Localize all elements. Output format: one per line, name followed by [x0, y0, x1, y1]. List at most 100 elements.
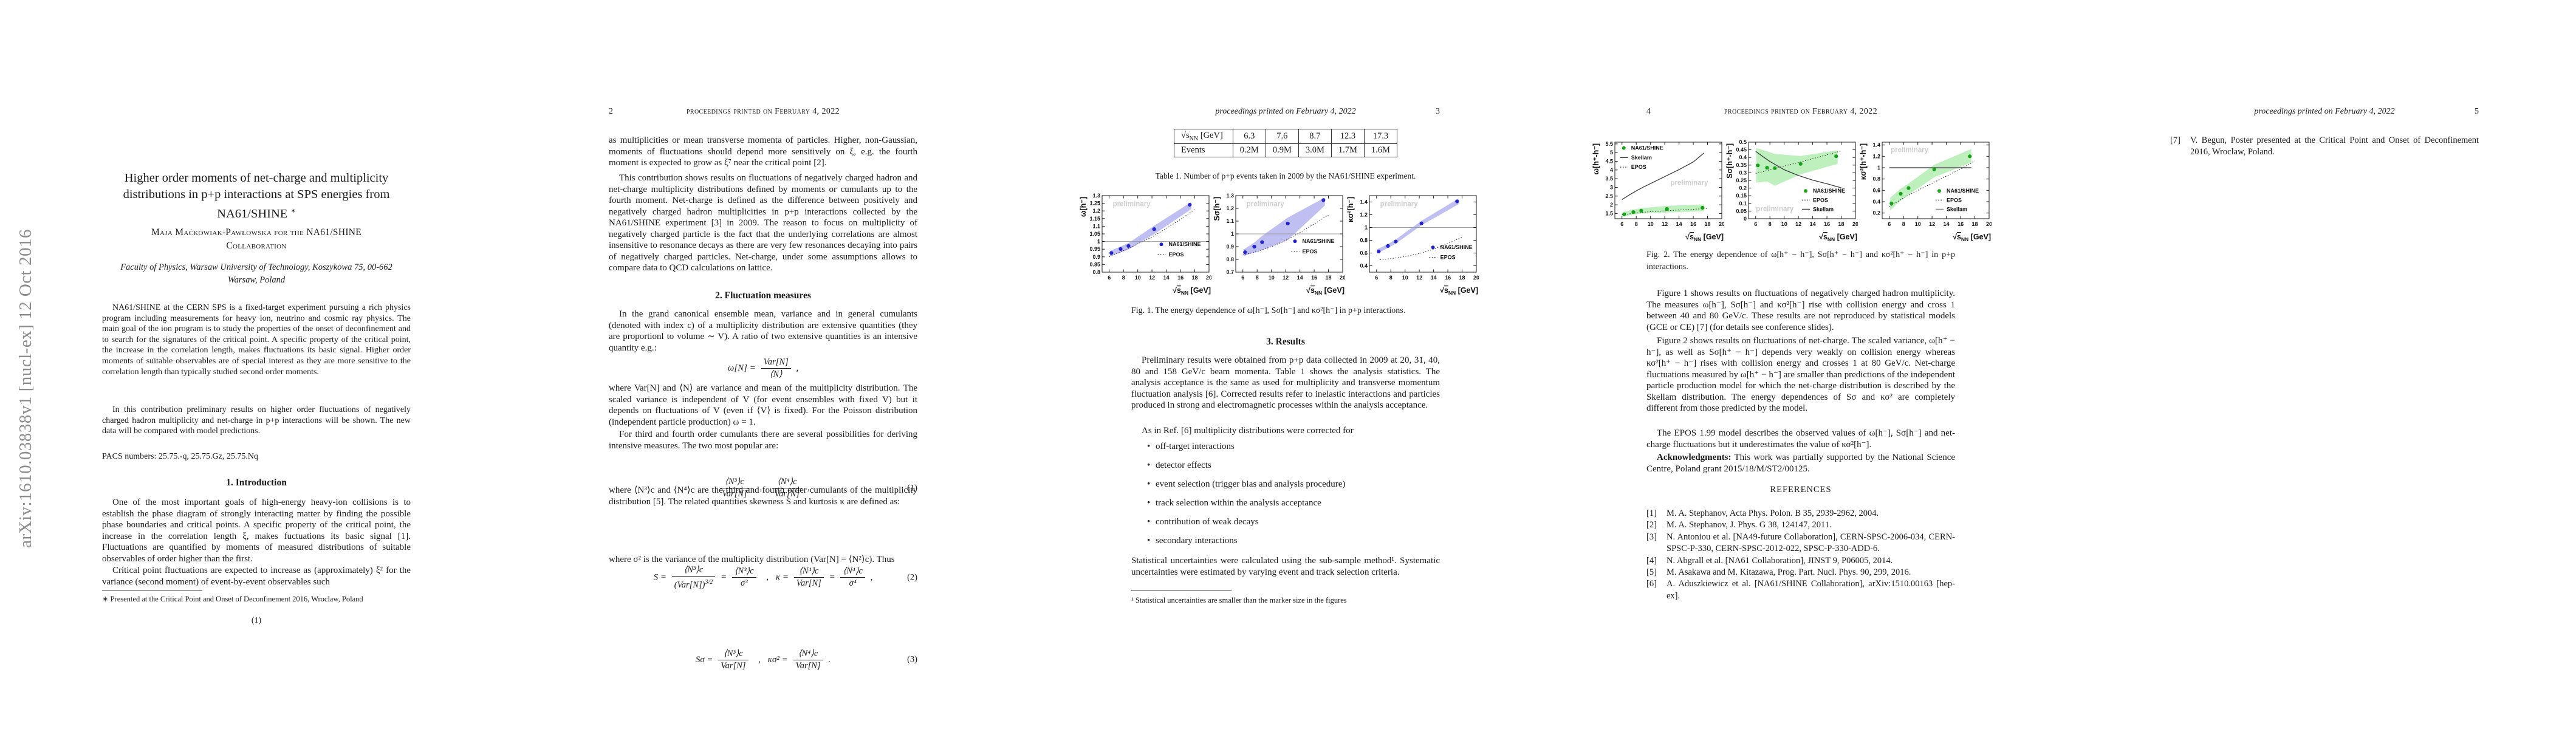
svg-text:6: 6 [1888, 221, 1891, 227]
p2-para-1: as multiplicities or mean transverse mom… [609, 135, 917, 168]
svg-text:√sNN [GeV]: √sNN [GeV] [1953, 233, 1991, 242]
svg-text:preliminary: preliminary [1380, 201, 1419, 208]
svg-text:0.25: 0.25 [1736, 177, 1747, 183]
svg-text:Skellam: Skellam [1631, 154, 1652, 160]
svg-text:18: 18 [1971, 221, 1978, 227]
svg-text:20: 20 [1852, 221, 1858, 227]
svg-text:√sNN [GeV]: √sNN [GeV] [1819, 233, 1857, 242]
svg-text:NA61/SHINE: NA61/SHINE [1947, 188, 1979, 194]
list-item: • secondary interactions [1147, 536, 1238, 546]
svg-text:Skellam: Skellam [1947, 206, 1967, 212]
p3-para-3: Statistical uncertainties were calculate… [1131, 556, 1440, 577]
svg-text:NA61/SHINE: NA61/SHINE [1440, 244, 1473, 250]
svg-text:1.2: 1.2 [1092, 208, 1100, 214]
references-list: [1] M. A. Stephanov, Acta Phys. Polon. B … [1646, 508, 1955, 602]
svg-text:√sNN [GeV]: √sNN [GeV] [1306, 286, 1345, 296]
events-table-wrap: √sNN [GeV] 6.3 7.6 8.7 12.3 17.3 Events … [1131, 129, 1440, 157]
svg-text:1: 1 [1365, 225, 1368, 231]
svg-text:1.25: 1.25 [1089, 200, 1100, 207]
page-5: proceedings printed on February 4, 2022 … [2170, 0, 2479, 729]
svg-text:0.4: 0.4 [1360, 263, 1368, 269]
svg-text:0.5: 0.5 [1739, 139, 1747, 145]
p3-footnote: ¹ Statistical uncertainties are smaller … [1131, 596, 1347, 604]
svg-text:0.7: 0.7 [1226, 269, 1234, 275]
title-footnote: ∗ Presented at the Critical Point and On… [102, 595, 363, 603]
page-3: proceedings printed on February 4, 2022 … [1079, 0, 1479, 729]
fig2-panel-omega: 6 8 10 12 14 16 18 20 1.5 2 2.5 3 3.5 4 4.5 5 5.5 ω[h⁺-h⁻… [1592, 141, 1724, 242]
svg-text:0.6: 0.6 [1872, 187, 1880, 193]
abstract-para-2: In this contribution preliminary results… [102, 405, 411, 436]
figure-1-caption: Fig. 1. The energy dependence of ω[h⁻], … [1131, 306, 1406, 315]
eq-omega-lhs: ω[N] = [727, 363, 756, 373]
svg-text:18: 18 [1838, 221, 1844, 227]
equation-1-tag: (1) [907, 483, 917, 493]
svg-text:1.2: 1.2 [1872, 153, 1880, 159]
svg-text:14: 14 [1944, 221, 1950, 227]
svg-text:14: 14 [1163, 275, 1170, 281]
svg-text:0.8: 0.8 [1872, 176, 1880, 182]
paper-title: Higher order moments of net-charge and m… [102, 170, 411, 222]
svg-text:18: 18 [1325, 275, 1331, 281]
equation-3-tag: (3) [907, 654, 917, 665]
title-footnote-star: ∗ [290, 208, 296, 214]
fraction: ⟨N³⟩c Var[N] [719, 477, 750, 499]
abstract-para-1: NA61/SHINE at the CERN SPS is a fixed-ta… [102, 303, 411, 377]
running-head-text: proceedings printed on February 4, 2022 [2254, 107, 2395, 116]
figure-2-caption: Fig. 2. The energy dependence of ω[h⁺ − … [1646, 250, 1955, 272]
running-head-text: proceedings printed on February 4, 2022 [1215, 107, 1356, 116]
reference-item: [4] N. Abgrall et al. [NA61 Collaboration… [1646, 555, 1893, 566]
svg-text:ω[h⁺-h⁻]: ω[h⁺-h⁻] [1592, 143, 1600, 175]
svg-text:0.6: 0.6 [1360, 250, 1368, 256]
svg-text:3.5: 3.5 [1605, 176, 1613, 182]
svg-text:5: 5 [1610, 149, 1613, 156]
paper-title-text: Higher order moments of net-charge and m… [123, 171, 390, 221]
fig1-panel-omega: 6 8 10 12 14 16 18 20 0.8 0.850.9 0.951 1.05 1.11.15… [1079, 193, 1211, 296]
p4-para-1: Figure 1 shows results on fluctuations o… [1646, 289, 1955, 332]
equation-omega: ω[N] = Var[N] ⟨N⟩ , [727, 357, 799, 379]
fraction: ⟨N⁴⟩c Var[N] [772, 477, 802, 499]
svg-text:EPOS: EPOS [1303, 248, 1318, 255]
list-item: • track selection within the analysis acc… [1147, 498, 1321, 508]
svg-text:18: 18 [1191, 275, 1197, 281]
svg-text:6: 6 [1754, 221, 1757, 227]
section-heading-introduction: 1. Introduction [226, 477, 287, 488]
svg-text:1.2: 1.2 [1226, 205, 1234, 211]
svg-text:EPOS: EPOS [1440, 255, 1456, 261]
svg-text:20: 20 [1340, 275, 1345, 281]
list-item: • contribution of weak decays [1147, 517, 1259, 527]
svg-text:6: 6 [1375, 275, 1378, 281]
list-item: • off-target interactions [1147, 442, 1235, 451]
svg-text:0.4: 0.4 [1872, 199, 1880, 205]
p2-para-6: where ⟨N³⟩c and ⟨N⁴⟩c are the third and … [609, 485, 917, 507]
affiliation-line1: Faculty of Physics, Warsaw University of… [120, 262, 392, 272]
running-head-page-5: proceedings printed on February 4, 2022 … [2170, 107, 2479, 117]
svg-text:8: 8 [1389, 275, 1392, 281]
svg-text:1.05: 1.05 [1089, 231, 1100, 237]
acknowledgments-label: Acknowledgments: [1657, 453, 1732, 462]
svg-text:√sNN [GeV]: √sNN [GeV] [1173, 286, 1211, 296]
intro-para-2: Critical point fluctuations are expected… [102, 566, 411, 587]
svg-text:12: 12 [1795, 221, 1801, 227]
svg-text:preliminary: preliminary [1671, 180, 1709, 187]
svg-text:ω[h⁻]: ω[h⁻] [1079, 197, 1088, 217]
p2-para-4: where Var[N] and ⟨N⟩ are variance and me… [609, 383, 917, 427]
svg-text:1.4: 1.4 [1360, 199, 1368, 205]
svg-text:16: 16 [1177, 275, 1184, 281]
running-head-page-3: proceedings printed on February 4, 2022 … [1131, 107, 1440, 117]
events-table: √sNN [GeV] 6.3 7.6 8.7 12.3 17.3 Events … [1174, 129, 1397, 157]
svg-text:10: 10 [1781, 221, 1787, 227]
svg-text:16: 16 [1311, 275, 1317, 281]
svg-text:NA61/SHINE: NA61/SHINE [1303, 238, 1335, 244]
reference-item: [6] A. Aduszkiewicz et al. [NA61/SHINE Co… [1646, 579, 1955, 601]
running-head-page-4: 4 proceedings printed on February 4, 202… [1646, 107, 1955, 117]
svg-text:6: 6 [1241, 275, 1244, 281]
svg-text:2: 2 [1610, 202, 1613, 208]
svg-text:0.3: 0.3 [1739, 169, 1747, 176]
svg-text:12: 12 [1149, 275, 1155, 281]
equation-2-tag: (2) [907, 572, 917, 583]
svg-text:preliminary: preliminary [1756, 205, 1794, 213]
equation-1: ⟨N³⟩c Var[N] , ⟨N⁴⟩c Var[N] , (1) [609, 477, 917, 499]
svg-text:Sσ[h⁺-h⁻]: Sσ[h⁺-h⁻] [1725, 143, 1734, 179]
fig1-panel-ssigma: 6 8 10 12 14 16 18 20 0.7 0.8 0.9 1 1.1 1.2 1.3 Sσ[h⁻] √… [1213, 193, 1345, 296]
svg-text:NA61/SHINE: NA61/SHINE [1631, 145, 1663, 151]
